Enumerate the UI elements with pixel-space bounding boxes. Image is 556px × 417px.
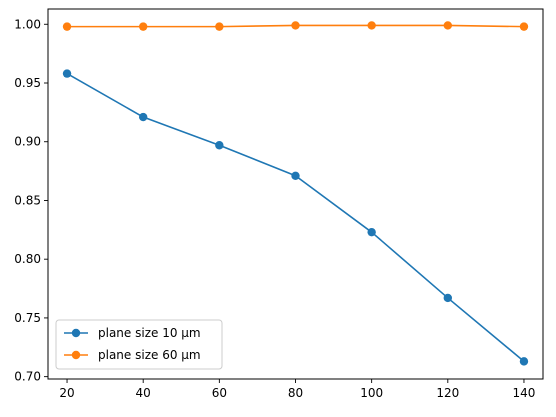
x-tick-label: 100 (360, 386, 383, 400)
x-tick-label: 120 (436, 386, 459, 400)
x-axis: 20 40 60 80 100 120 140 (59, 379, 535, 400)
y-tick-label: 0.85 (14, 193, 41, 207)
legend-box (55, 319, 223, 370)
x-tick-label: 60 (212, 386, 227, 400)
data-point-series-1 (519, 357, 529, 366)
data-point-series-2 (215, 22, 224, 31)
series-line-1 (66, 72, 525, 362)
x-tick-label: 20 (59, 386, 74, 400)
data-point-series-1 (367, 227, 376, 237)
data-point-series-1 (62, 69, 72, 78)
data-point-series-2 (367, 21, 376, 30)
y-tick-label: 0.95 (14, 76, 41, 90)
data-point-series-2 (519, 22, 529, 31)
legend: plane size 10 µm plane size 60 µm (55, 319, 223, 370)
legend-marker-2 (71, 350, 81, 360)
legend-label-2: plane size 60 µm (98, 348, 201, 362)
data-point-series-2 (62, 22, 72, 31)
y-tick-label: 1.00 (14, 17, 41, 31)
y-tick-label: 0.70 (14, 370, 41, 384)
legend-marker-1 (71, 328, 81, 338)
data-point-series-1 (443, 293, 453, 303)
legend-label-1: plane size 10 µm (98, 326, 201, 340)
y-tick-label: 0.75 (14, 311, 41, 325)
x-tick-label: 40 (136, 386, 151, 400)
y-axis: 0.70 0.75 0.80 0.85 0.90 0.95 1.00 (14, 17, 48, 384)
x-tick-label: 80 (288, 386, 303, 400)
data-point-series-2 (291, 21, 300, 30)
data-point-series-1 (138, 112, 148, 122)
y-tick-label: 0.90 (14, 135, 41, 149)
y-tick-label: 0.80 (14, 252, 41, 266)
series-layer (62, 21, 529, 366)
data-point-series-1 (291, 171, 300, 180)
x-tick-label: 140 (513, 386, 536, 400)
data-point-series-2 (138, 22, 148, 31)
data-point-series-2 (443, 21, 453, 30)
data-point-series-1 (215, 141, 224, 150)
